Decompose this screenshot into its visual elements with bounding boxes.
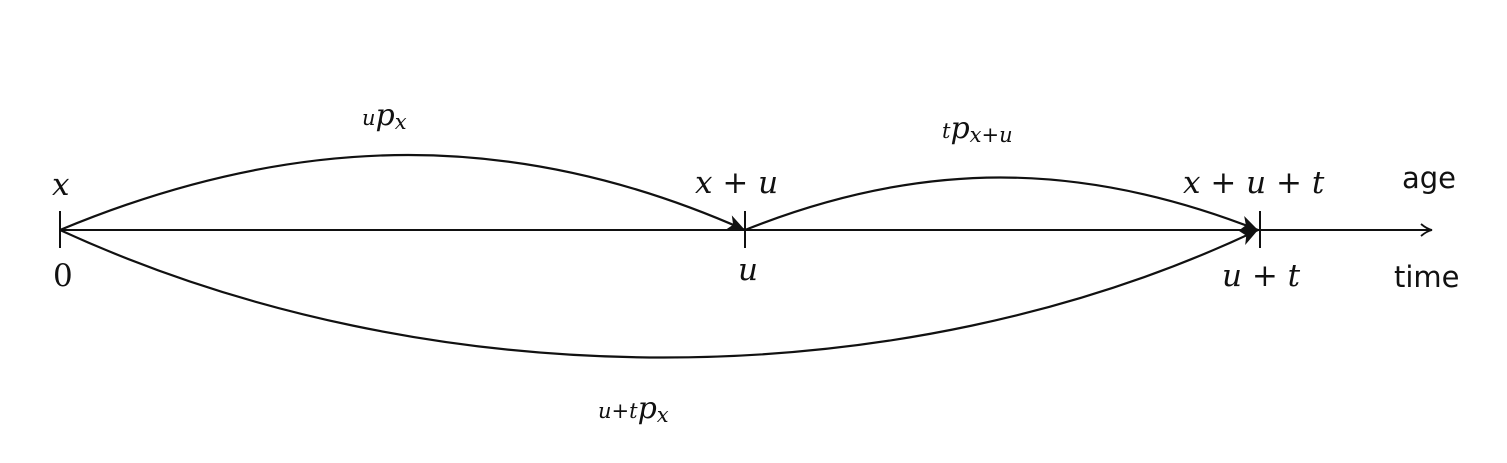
age-label-x-plus-u: x + u: [695, 165, 778, 201]
axis-label-time: time: [1394, 260, 1460, 294]
time-label-u-plus-t: u + t: [1222, 258, 1301, 294]
time-label-0: 0: [53, 258, 73, 294]
arc-u-plus-t-px: [59, 229, 1259, 359]
arc-label-u-plus-t-px: u+tpx: [598, 391, 669, 427]
time-label-u: u: [738, 252, 758, 288]
arc-label-u-plus-t-px-post: x: [657, 403, 669, 427]
arc-label-u-plus-t-px-main: p: [638, 391, 657, 426]
arc-label-u-plus-t-px-pre: u+t: [598, 399, 638, 423]
arc-t-px-plus-u: [744, 176, 1259, 232]
arc-label-t-px-plus-u-main: p: [950, 111, 969, 146]
axis-label-age: age: [1402, 161, 1456, 195]
arc-label-t-px-plus-u-post: x+u: [970, 123, 1013, 147]
arc-label-u-px-post: x: [395, 110, 407, 134]
arc-label-t-px-plus-u: tpx+u: [942, 111, 1013, 147]
age-label-x-plus-u-plus-t: x + u + t: [1183, 165, 1325, 201]
arc-label-u-px-pre: u: [362, 106, 376, 130]
arc-label-t-px-plus-u-pre: t: [942, 119, 951, 143]
arc-u-px: [59, 154, 746, 232]
age-label-x: x: [52, 167, 70, 203]
arc-label-u-px: upx: [362, 98, 407, 134]
arc-label-u-px-main: p: [376, 98, 395, 133]
